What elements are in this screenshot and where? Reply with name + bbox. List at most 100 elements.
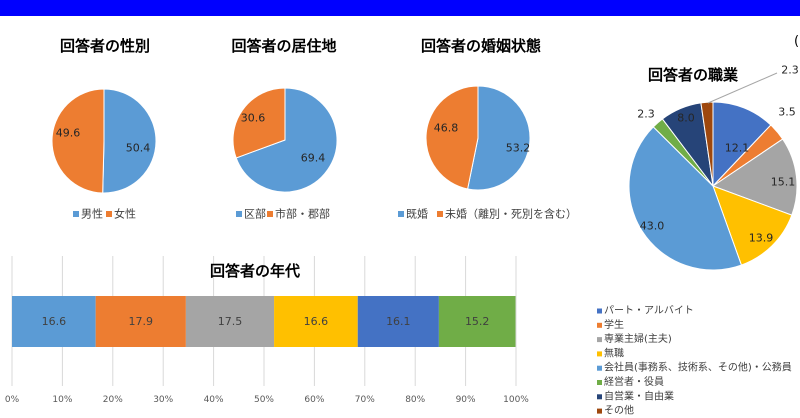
legend-item: 市部・郡部 [267,207,330,221]
leader-line [707,72,778,104]
chart-title: 回答者の性別 [60,37,150,55]
bar-value-label: 16.1 [386,315,411,328]
legend-marker [267,211,273,217]
marital-status-pie-chart: 回答者の婚姻状態 53.2 46.8 既婚 未婚（離別・死別を含む） [398,37,577,221]
legend-label: 会社員(事務系、技術系、その他)・公務員 [604,361,792,374]
pie-slice [425,85,479,190]
legend-item: 学生 [597,318,624,331]
legend-item: 未婚（離別・死別を含む） [437,207,577,221]
pie-slice [467,85,531,191]
legend-item: 専業主婦(主夫) [597,332,672,345]
pie-slice [628,126,743,271]
legend-label: 未婚（離別・死別を含む） [445,207,577,221]
bar-value-label: 16.6 [42,315,67,328]
legend-marker [597,394,602,400]
legend-marker [597,308,602,314]
legend-label: 無職 [604,346,624,359]
legend-marker [106,211,112,217]
legend-label: 区部 [244,207,266,221]
legend-item: 女性 [106,207,136,221]
legend-label: 女性 [114,207,136,221]
pie-value-label: 49.6 [56,127,81,140]
legend-item: 会社員(事務系、技術系、その他)・公務員 [597,361,792,374]
legend-label: 学生 [604,318,624,331]
bar-segment [274,296,358,347]
bar-value-label: 15.2 [465,315,490,328]
legend-marker [597,337,602,343]
legend-label: 経営者・役員 [604,375,664,388]
corner-fragment-text: ( [794,34,799,49]
legend-marker [398,211,404,217]
bar-value-label: 17.5 [218,315,243,328]
pie-value-label: 53.2 [506,142,531,155]
pie-value-label: 3.5 [778,106,796,119]
legend-label: 既婚 [406,207,428,221]
legend-item: その他 [597,404,634,417]
x-tick-label: 20% [103,395,123,405]
pie-slice [700,101,714,187]
chart-title: 回答者の婚姻状態 [421,37,541,55]
bar-segment [357,296,439,347]
legend-label: 専業主婦(主夫) [604,332,672,345]
bar-value-label: 17.9 [129,315,154,328]
legend-label: 市部・郡部 [275,207,330,221]
x-tick-label: 70% [355,395,375,405]
x-tick-label: 60% [304,395,324,405]
pie-value-label: 30.6 [241,112,266,125]
bar-segment [438,296,516,347]
legend-marker [236,211,242,217]
header-bar [0,0,800,16]
legend-item: 男性 [73,207,103,221]
pie-value-label: 43.0 [640,220,665,233]
legend-label: パート・アルバイト [604,305,694,317]
chart-title: 回答者の年代 [210,262,300,280]
pie-value-label: 69.4 [301,152,326,165]
pie-value-label: 12.1 [725,142,750,155]
pie-value-label: 2.3 [637,108,655,121]
pie-slice [712,185,793,266]
legend-label: 自営業・自由業 [604,389,674,402]
x-tick-label: 40% [204,395,224,405]
legend-marker [597,322,602,328]
age-stacked-bar-chart: 回答者の年代 0% 10% 20% 30% 40% 50% 60% 70% 80% 90% 100%… [5,256,529,405]
bar-segment [12,296,96,347]
legend-marker [597,351,602,357]
pie-value-label: 13.9 [749,232,774,245]
legend-label: 男性 [81,207,103,221]
legend-marker [597,380,602,385]
x-tick-label: 30% [153,395,173,405]
pie-slice [711,138,798,216]
legend-item: 既婚 [398,207,428,221]
pie-slice [232,87,286,159]
legend-marker [437,211,443,217]
legend-item: 無職 [597,346,624,359]
pie-value-label: 2.3 [781,64,799,77]
x-tick-label: 80% [405,395,425,405]
legend-item: 区部 [236,207,266,221]
pie-value-label: 15.1 [771,176,796,189]
occupation-pie-chart: 回答者の職業 12.1 3.5 15.1 13.9 43.0 2.3 8.0 2.3 パート・ア… [597,64,799,417]
legend-item: 自営業・自由業 [597,389,674,402]
x-tick-label: 10% [52,395,72,405]
bar-value-label: 16.6 [304,315,329,328]
pie-value-label: 8.0 [677,112,695,125]
legend-marker [73,211,79,217]
pie-value-label: 50.4 [126,142,151,155]
pie-slice [51,88,105,194]
pie-value-label: 46.8 [434,122,459,135]
pie-slice [235,87,338,193]
gender-pie-chart: 回答者の性別 50.4 49.6 男性 女性 [51,37,157,221]
chart-title: 回答者の居住地 [231,37,336,55]
x-tick-label: 0% [5,395,20,405]
legend-label: その他 [604,404,634,417]
x-tick-label: 90% [456,395,476,405]
legend-marker [597,408,602,414]
legend-item: 経営者・役員 [597,375,664,388]
bar-segment [95,296,186,347]
residence-pie-chart: 回答者の居住地 69.4 30.6 区部 市部・郡部 [231,37,338,221]
legend-item: パート・アルバイト [597,305,694,317]
x-tick-label: 50% [254,395,274,405]
x-tick-label: 100% [503,395,529,405]
pie-slice [712,101,772,188]
